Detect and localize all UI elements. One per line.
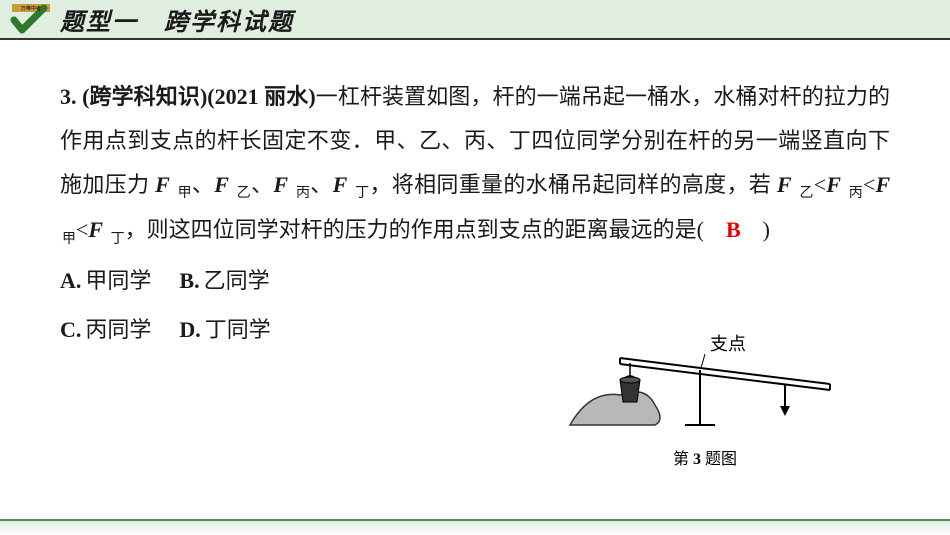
ineq-sub: 丙 bbox=[849, 186, 863, 201]
content-area: 3. (跨学科知识)(2021 丽水)一杠杆装置如图，杆的一端吊起一桶水，水桶对… bbox=[0, 40, 950, 372]
option-letter: C. bbox=[60, 317, 81, 342]
svg-text:万唯中考: 万唯中考 bbox=[21, 5, 41, 12]
logo-badge: 万唯中考 bbox=[10, 2, 52, 37]
option-d: D.丁同学 bbox=[179, 308, 270, 352]
option-text: 丙同学 bbox=[85, 317, 151, 342]
question-text: 3. (跨学科知识)(2021 丽水)一杠杆装置如图，杆的一端吊起一桶水，水桶对… bbox=[60, 75, 890, 254]
answer-letter: B bbox=[726, 217, 741, 242]
option-letter: D. bbox=[179, 317, 200, 342]
question-body-2: ，将相同重量的水桶吊起同样的高度，若 bbox=[369, 172, 776, 197]
force-symbol: F bbox=[214, 172, 229, 197]
caption-num: 3 bbox=[693, 451, 701, 468]
figure-caption: 第 3 题图 bbox=[560, 445, 850, 469]
force-symbol: F bbox=[826, 172, 841, 197]
force-sub: 甲 bbox=[178, 186, 192, 201]
lever-diagram-icon: 支点 bbox=[560, 330, 850, 435]
caption-suffix: 题图 bbox=[701, 451, 737, 468]
force-symbol: F bbox=[777, 172, 792, 197]
option-c: C.丙同学 bbox=[60, 308, 151, 352]
header-bar: 万唯中考 题型一 跨学科试题 bbox=[0, 0, 950, 40]
option-text: 丁同学 bbox=[205, 317, 271, 342]
figure-area: 支点 第 3 题图 bbox=[560, 330, 850, 460]
ineq-sub: 乙 bbox=[799, 186, 813, 201]
force-symbol: F bbox=[273, 172, 288, 197]
question-prefix: 3. (跨学科知识)(2021 丽水) bbox=[60, 84, 316, 109]
force-symbol: F bbox=[875, 172, 890, 197]
force-sub: 丁 bbox=[355, 186, 369, 201]
footer-bar bbox=[0, 519, 950, 535]
force-symbol: F bbox=[333, 172, 348, 197]
option-letter: A. bbox=[60, 268, 81, 293]
question-body-4: ) bbox=[763, 217, 770, 242]
option-a: A.甲同学 bbox=[60, 259, 151, 303]
ineq-sub: 甲 bbox=[62, 232, 76, 247]
caption-prefix: 第 bbox=[673, 451, 693, 468]
force-symbol: F bbox=[88, 217, 103, 242]
options-row-1: A.甲同学 B.乙同学 bbox=[60, 259, 890, 303]
option-letter: B. bbox=[179, 268, 199, 293]
option-text: 乙同学 bbox=[204, 268, 270, 293]
question-body-3: ，则这四位同学对杆的压力的作用点到支点的距离最远的是( bbox=[125, 217, 704, 242]
ineq-sub: 丁 bbox=[111, 232, 125, 247]
option-b: B.乙同学 bbox=[179, 259, 269, 303]
force-sub: 乙 bbox=[237, 186, 251, 201]
force-sub: 丙 bbox=[296, 186, 310, 201]
header-title: 题型一 跨学科试题 bbox=[60, 2, 294, 37]
fulcrum-label: 支点 bbox=[710, 334, 746, 354]
option-text: 甲同学 bbox=[85, 268, 151, 293]
checkmark-badge-icon: 万唯中考 bbox=[10, 2, 52, 37]
force-symbol: F bbox=[155, 172, 170, 197]
